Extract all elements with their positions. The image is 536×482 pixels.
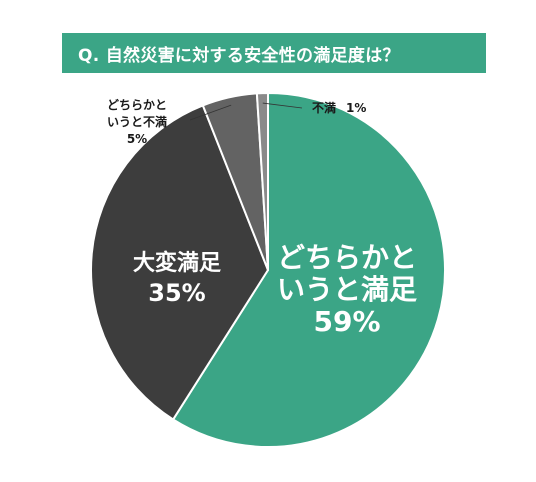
chart-title: Q. 自然災害に対する安全性の満足度は？ [62,33,486,73]
slice-somewhat-satisfied-value: 59% [313,305,380,338]
slice-dissatisfied-value: 1% [346,101,366,115]
slice-very-satisfied [90,104,269,421]
slice-somewhat-satisfied-label: どちらかというと満足 [277,241,417,306]
slice-somewhat-dissatisfied-label: どちらかというと不満 [107,98,167,129]
slice-somewhat-satisfied [172,92,446,448]
slice-dissatisfied-label: 不満 [312,100,336,115]
slice-very-satisfied-value: 35% [148,279,205,307]
leader-line-dissatisfied [262,102,303,109]
leader-line-somewhat-dissatisfied [189,104,232,121]
slice-very-satisfied-label: 大変満足 [133,250,221,276]
slice-dissatisfied [255,92,269,271]
slice-somewhat-dissatisfied-value: 5% [127,132,147,146]
